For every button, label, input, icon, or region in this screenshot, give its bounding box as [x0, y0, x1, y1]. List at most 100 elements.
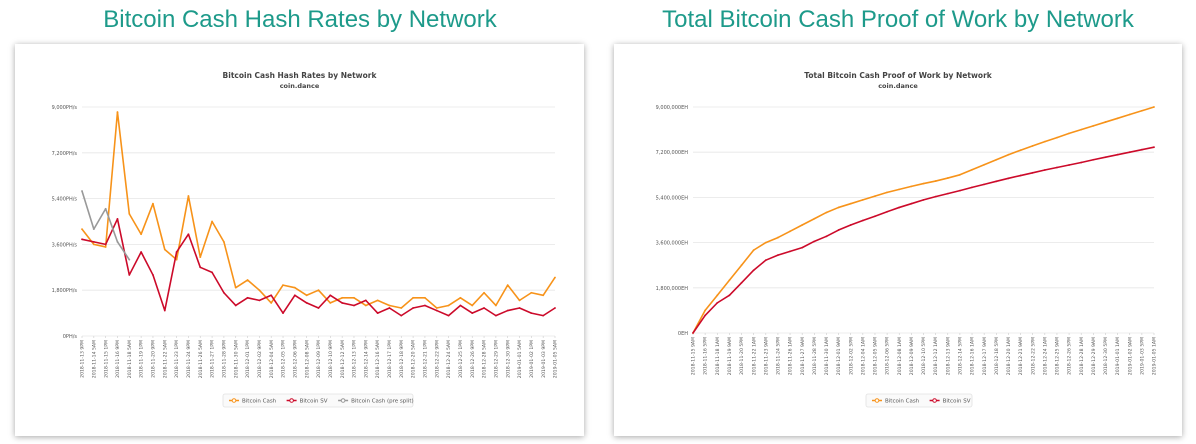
data-point-bitcoin-cash: [849, 202, 852, 205]
data-point-bitcoin-cash: [494, 304, 497, 307]
x-tick-label: 2018-12-08 5AM: [304, 340, 310, 378]
data-point-bitcoin-sv: [140, 251, 143, 253]
data-point-bitcoin-cash-pre-split: [128, 258, 131, 261]
x-tick-label: 2018-12-20 1AM: [1006, 337, 1012, 375]
data-point-bitcoin-sv: [958, 189, 961, 192]
data-point-bitcoin-sv: [728, 294, 731, 297]
data-point-bitcoin-sv: [341, 302, 344, 304]
data-point-bitcoin-cash: [898, 188, 901, 191]
data-point-bitcoin-sv: [471, 312, 474, 314]
data-point-bitcoin-sv: [187, 233, 190, 236]
x-tick-label: 2018-12-12 5AM: [340, 340, 346, 378]
data-point-bitcoin-cash: [1153, 106, 1155, 108]
legend-label: Bitcoin Cash (pre split): [351, 399, 414, 405]
data-point-bitcoin-sv: [874, 215, 876, 218]
legend-marker-bitcoin-sv: [932, 398, 937, 403]
x-tick-label: 2019-01-01 1AM: [1115, 337, 1121, 375]
data-point-bitcoin-cash: [542, 294, 545, 297]
data-point-bitcoin-cash: [716, 294, 719, 297]
data-point-bitcoin-sv: [1068, 164, 1070, 166]
x-tick-label: 2018-12-14 9PM: [363, 340, 369, 378]
data-point-bitcoin-sv: [837, 229, 840, 231]
x-tick-label: 2018-11-26 5AM: [198, 340, 204, 378]
data-point-bitcoin-cash: [175, 258, 178, 261]
data-point-bitcoin-cash: [211, 220, 213, 223]
chart-subtitle: coin.dance: [280, 82, 320, 90]
x-tick-label: 2018-12-24 5AM: [446, 340, 452, 378]
data-point-bitcoin-cash: [983, 163, 986, 166]
data-point-bitcoin-cash: [910, 185, 913, 188]
data-point-bitcoin-cash: [459, 296, 462, 299]
legend-box: [222, 393, 414, 408]
data-point-bitcoin-cash: [81, 228, 83, 231]
data-point-bitcoin-sv: [861, 219, 864, 222]
x-tick-label: 2018-12-06 9PM: [292, 340, 298, 378]
x-tick-label: 2018-11-18 1AM: [715, 337, 721, 375]
data-point-bitcoin-cash: [140, 233, 143, 236]
data-point-bitcoin-cash: [435, 307, 438, 309]
data-point-bitcoin-cash: [1092, 124, 1095, 127]
x-tick-label: 2018-12-28 1AM: [1079, 337, 1085, 375]
y-tick-label: 5,400PH/s: [52, 197, 78, 203]
x-tick-label: 2018-12-26 5PM: [1067, 337, 1073, 375]
data-point-bitcoin-sv: [412, 307, 414, 309]
x-tick-label: 2018-12-18 9PM: [399, 340, 405, 378]
data-point-bitcoin-cash: [424, 296, 426, 299]
series-line-bitcoin-cash: [81, 111, 556, 309]
data-point-bitcoin-sv: [494, 314, 497, 317]
data-point-bitcoin-sv: [530, 312, 533, 314]
x-tick-label: 2018-12-02 9PM: [257, 340, 263, 378]
data-point-bitcoin-sv: [293, 294, 296, 297]
data-point-bitcoin-cash: [789, 230, 791, 233]
legend-marker-bitcoin-cash: [231, 398, 237, 403]
data-point-bitcoin-sv: [554, 307, 556, 309]
data-point-bitcoin-sv: [886, 210, 889, 213]
data-point-bitcoin-cash: [506, 284, 509, 287]
x-tick-label: 2018-11-27 1PM: [210, 340, 216, 378]
x-tick-label: 2018-12-09 1PM: [316, 340, 322, 378]
legend-label: Bitcoin Cash: [242, 399, 277, 405]
y-tick-label: 3,600PH/s: [52, 242, 78, 248]
x-tick-label: 2018-12-25 1PM: [458, 340, 464, 378]
data-point-bitcoin-cash: [388, 304, 391, 307]
x-tick-label: 2018-12-04 5AM: [269, 340, 275, 378]
series-line-bitcoin-sv: [692, 146, 1155, 334]
data-point-bitcoin-sv: [424, 304, 426, 307]
left-chart-heading: Bitcoin Cash Hash Rates by Network: [103, 6, 497, 33]
data-point-bitcoin-cash: [447, 304, 450, 307]
x-tick-label: 2018-12-08 1AM: [897, 337, 903, 375]
y-tick-label: 7,200PH/s: [52, 151, 78, 157]
data-point-bitcoin-sv: [898, 206, 901, 209]
x-tick-label: 2018-12-17 9AM: [982, 337, 988, 375]
y-tick-label: 5,400,000EH: [656, 195, 689, 201]
x-tick-label: 2018-11-20 5PM: [739, 337, 745, 375]
x-tick-label: 2018-12-20 5AM: [411, 340, 417, 378]
x-tick-label: 2018-12-16 5AM: [375, 340, 381, 378]
data-point-bitcoin-cash: [163, 248, 166, 251]
x-tick-label: 2018-12-05 9AM: [873, 337, 879, 375]
x-tick-label: 2018-12-29 9AM: [1091, 337, 1097, 375]
x-tick-label: 2018-12-04 1AM: [860, 337, 866, 375]
x-tick-label: 2018-12-22 9PM: [434, 340, 440, 378]
data-point-bitcoin-cash: [752, 249, 755, 252]
x-tick-label: 2018-11-22 1AM: [751, 337, 757, 375]
data-point-bitcoin-cash: [400, 307, 403, 309]
data-point-bitcoin-cash: [1007, 153, 1010, 156]
series-line-bitcoin-sv: [81, 218, 556, 317]
data-point-bitcoin-sv: [1140, 148, 1143, 151]
x-tick-label: 2018-11-16 5PM: [703, 337, 709, 375]
data-point-bitcoin-sv: [1104, 156, 1107, 159]
legend-label: Bitcoin SV: [300, 399, 328, 405]
data-point-bitcoin-cash: [258, 289, 261, 292]
data-point-bitcoin-sv: [234, 304, 237, 307]
data-point-bitcoin-sv: [388, 307, 391, 309]
x-tick-label: 2019-01-03 9PM: [541, 340, 547, 378]
x-tick-label: 2018-11-28 9PM: [222, 340, 228, 378]
data-point-bitcoin-sv: [459, 304, 462, 307]
data-point-bitcoin-sv: [506, 309, 509, 312]
data-point-bitcoin-cash: [861, 199, 864, 201]
x-tick-label: 2018-12-17 1PM: [387, 340, 393, 378]
x-tick-label: 2019-01-03 5PM: [1139, 337, 1145, 375]
data-point-bitcoin-sv: [317, 307, 320, 309]
data-point-bitcoin-sv: [813, 240, 816, 243]
